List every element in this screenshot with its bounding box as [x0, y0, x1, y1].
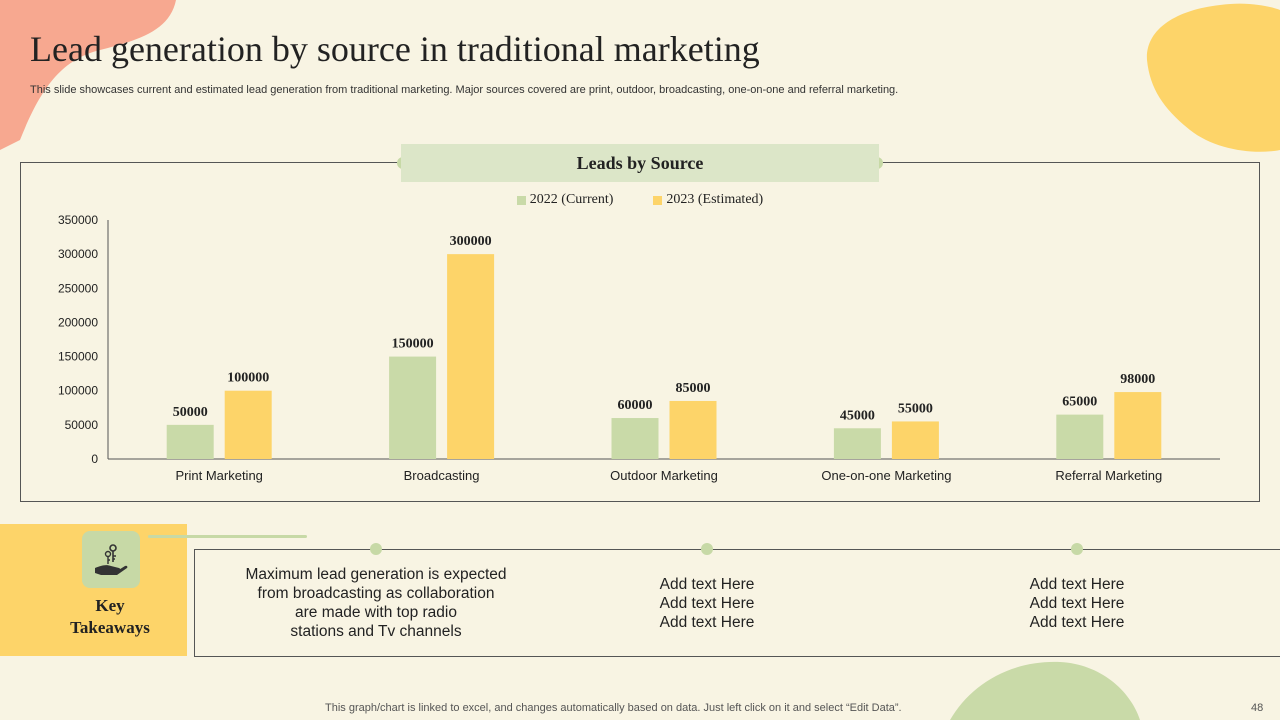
bar: [1114, 392, 1162, 459]
y-tick-label: 150000: [58, 350, 98, 364]
x-tick-label: One-on-one Marketing: [821, 468, 951, 483]
data-label: 65000: [1062, 395, 1097, 410]
y-tick-label: 100000: [58, 384, 98, 398]
page-title: Lead generation by source in traditional…: [30, 29, 760, 69]
legend-swatch-estimated: [653, 195, 663, 205]
data-label: 85000: [676, 381, 711, 396]
y-tick-label: 200000: [58, 315, 98, 329]
chart-title-text: Leads by Source: [576, 152, 704, 173]
y-tick-label: 0: [91, 452, 98, 466]
hand-with-keys-icon: [82, 531, 140, 588]
note-line: Add text Here: [1029, 614, 1125, 631]
data-label: 100000: [227, 371, 269, 386]
key-takeaways-label: Key Takeaways: [0, 595, 220, 639]
bar: [1056, 414, 1104, 459]
corner-blob-top-right: [1146, 3, 1280, 152]
legend-item-current: 2022 (Current): [516, 192, 614, 208]
note-line: Add text Here: [1029, 576, 1125, 593]
y-tick-label: 50000: [65, 418, 99, 432]
bar-chart: 0 50000 100000 150000 200000 250000 300000 3500…: [58, 213, 1220, 483]
x-tick-label: Referral Marketing: [1055, 468, 1162, 483]
bottom-blob: [950, 661, 1140, 720]
bar: [669, 400, 717, 459]
bar: [166, 424, 214, 459]
note-line: are made with top radio: [295, 604, 457, 621]
note-line: stations and Tv channels: [290, 623, 462, 640]
data-label: 50000: [173, 405, 208, 420]
note-line: Add text Here: [659, 576, 755, 593]
note-line: Add text Here: [659, 595, 755, 612]
data-label: 300000: [450, 234, 492, 249]
y-tick-label: 250000: [58, 281, 98, 295]
data-label: 98000: [1120, 372, 1155, 387]
takeaway-notes-frame: [194, 549, 1280, 657]
footer-note: This graph/chart is linked to excel, and…: [325, 702, 902, 714]
note-line: Add text Here: [659, 614, 755, 631]
bar: [224, 390, 272, 459]
corner-blob-top-left: [0, 0, 176, 150]
x-tick-label: Broadcasting: [404, 468, 480, 483]
data-label: 60000: [618, 398, 653, 413]
data-label: 45000: [840, 408, 875, 423]
note-dot-3: [1071, 543, 1083, 555]
chart-title: Leads by Source: [401, 144, 879, 182]
note-dot-1: [370, 543, 382, 555]
note-line: from broadcasting as collaboration: [257, 585, 495, 602]
takeaway-note-2: Add text Here Add text Here Add text Her…: [607, 575, 807, 632]
legend-swatch-current: [516, 195, 526, 205]
chart-legend: 2022 (Current) 2023 (Estimated): [0, 192, 1280, 208]
y-tick-label: 300000: [58, 247, 98, 261]
note-line: Maximum lead generation is expected: [245, 566, 507, 583]
data-label: 150000: [392, 337, 434, 352]
y-tick-label: 350000: [58, 213, 98, 227]
note-dot-2: [701, 543, 713, 555]
page-number: 48: [1251, 702, 1264, 714]
key-takeaways-line2: Takeaways: [70, 618, 150, 637]
bar: [833, 428, 881, 459]
takeaway-note-3: Add text Here Add text Here Add text Her…: [977, 575, 1177, 632]
note-line: Add text Here: [1029, 595, 1125, 612]
data-label: 55000: [898, 401, 933, 416]
page-subtitle: This slide showcases current and estimat…: [30, 84, 899, 96]
legend-label-current: 2022 (Current): [529, 192, 614, 207]
bar: [447, 254, 495, 459]
key-takeaways-line1: Key: [95, 596, 125, 615]
bar: [611, 418, 659, 459]
takeaway-accent-line: [148, 535, 307, 538]
legend-item-estimated: 2023 (Estimated): [653, 192, 763, 208]
bar: [389, 356, 437, 459]
bar: [891, 421, 939, 459]
x-tick-label: Outdoor Marketing: [610, 468, 718, 483]
legend-label-estimated: 2023 (Estimated): [666, 192, 764, 207]
takeaway-note-1: Maximum lead generation is expected from…: [226, 565, 526, 641]
x-tick-label: Print Marketing: [175, 468, 262, 483]
